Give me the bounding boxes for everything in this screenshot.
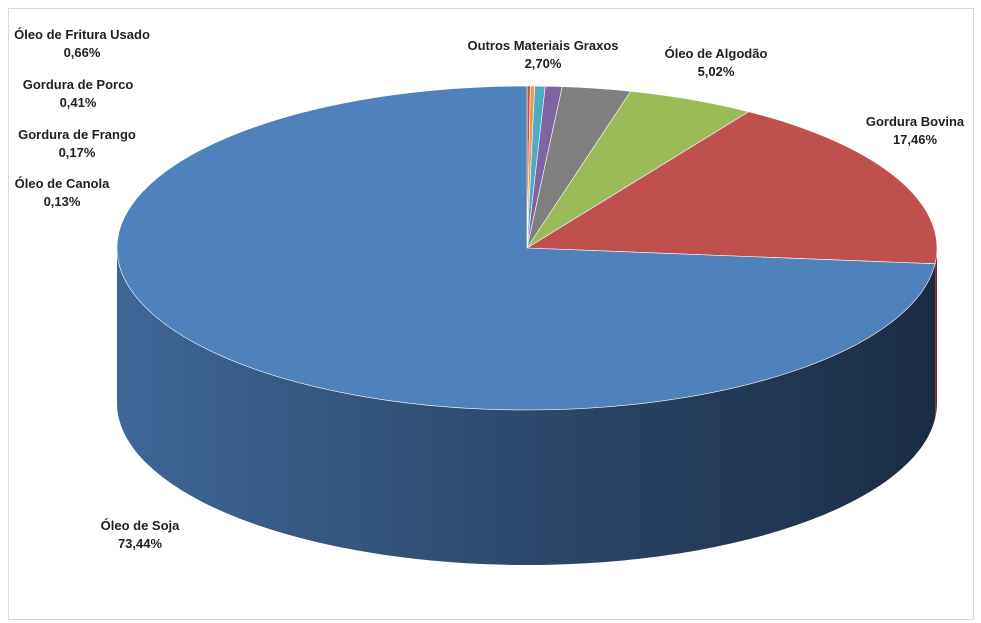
slice-label-gordura-de-frango: Gordura de Frango 0,17% [18,127,136,160]
slice-label-name: Gordura Bovina [866,114,965,129]
pie-label-layer: Óleo de Soja 73,44% Gordura Bovina 17,46% Ól… [14,27,965,551]
pie-slice-gordura-bovina [526,111,938,265]
slice-label-oleo-de-canola: Óleo de Canola 0,13% [15,176,110,209]
pie-slice-oleo-de-soja [116,85,936,411]
slice-label-name: Óleo de Canola [15,176,110,191]
pie-top-layer [116,85,938,411]
slice-label-value: 2,70% [525,56,562,71]
slice-label-outros-materiais-graxos: Outros Materiais Graxos 2,70% [468,38,619,71]
slice-label-name: Gordura de Frango [18,127,136,142]
slice-label-gordura-de-porco: Gordura de Porco 0,41% [23,77,134,110]
slice-label-value: 0,66% [64,45,101,60]
slice-label-value: 73,44% [118,536,163,551]
slice-label-value: 0,41% [60,95,97,110]
slice-label-oleo-de-soja: Óleo de Soja 73,44% [101,518,181,551]
slice-label-name: Óleo de Soja [101,518,181,533]
pie-side-gordura-bovina [935,248,937,419]
slice-label-gordura-bovina: Gordura Bovina 17,46% [866,114,965,147]
slice-label-name: Óleo de Algodão [665,46,768,61]
slice-label-value: 5,02% [698,64,735,79]
slice-label-value: 0,13% [44,194,81,209]
pie-side-oleo-de-soja [117,248,936,565]
slice-label-name: Outros Materiais Graxos [468,38,619,53]
slice-label-oleo-de-fritura-usado: Óleo de Fritura Usado 0,66% [14,27,150,60]
slice-label-name: Gordura de Porco [23,77,134,92]
slice-label-name: Óleo de Fritura Usado [14,27,150,42]
pie-side-layer [117,248,937,565]
slice-label-value: 17,46% [893,132,938,147]
slice-label-oleo-de-algodao: Óleo de Algodão 5,02% [665,46,768,79]
slice-label-value: 0,17% [59,145,96,160]
